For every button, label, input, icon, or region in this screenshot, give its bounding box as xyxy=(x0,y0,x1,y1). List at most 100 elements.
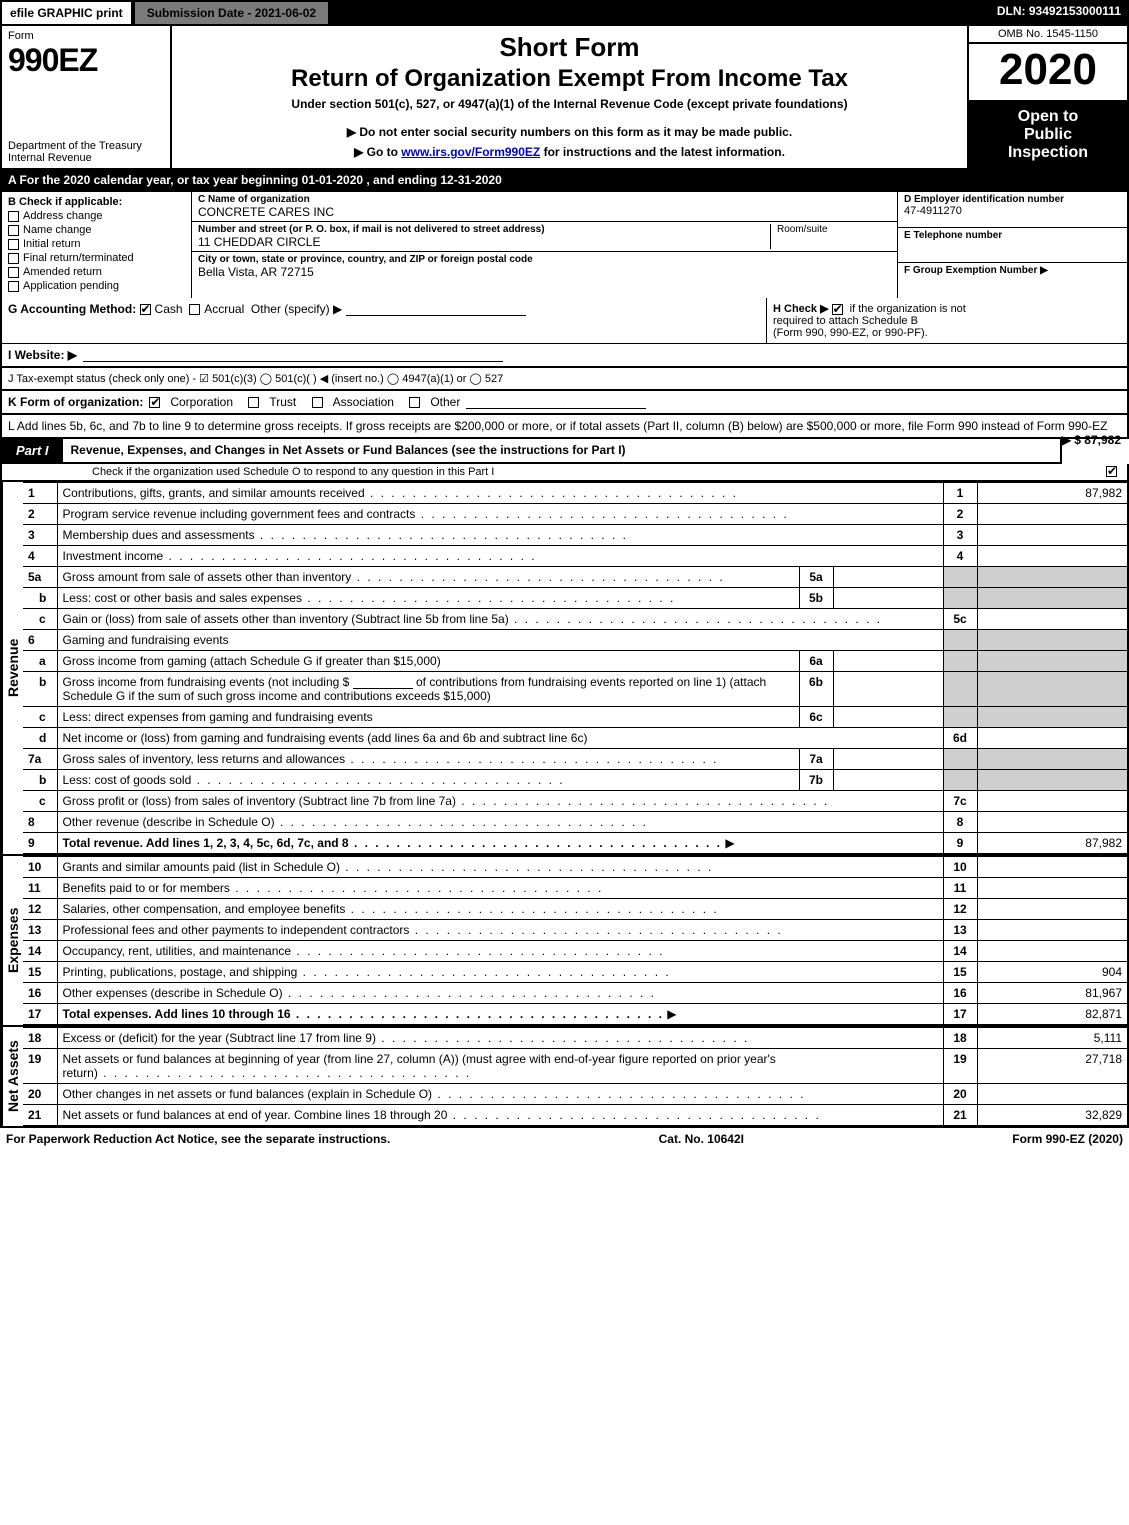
page-footer: For Paperwork Reduction Act Notice, see … xyxy=(0,1128,1129,1150)
irs-link[interactable]: www.irs.gov/Form990EZ xyxy=(401,145,540,159)
line-3-rlab: 3 xyxy=(943,525,977,546)
other-specify-input[interactable] xyxy=(346,302,526,316)
line-6b-shade2 xyxy=(977,672,1127,707)
cell-phone: E Telephone number xyxy=(898,228,1127,264)
line-3-val xyxy=(977,525,1127,546)
line-4-num: 4 xyxy=(23,546,57,567)
line-21: 21 Net assets or fund balances at end of … xyxy=(23,1105,1127,1126)
header-center: Short Form Return of Organization Exempt… xyxy=(172,26,967,168)
line-4: 4 Investment income 4 xyxy=(23,546,1127,567)
open-line2: Public xyxy=(973,126,1123,144)
line-6b-inval xyxy=(833,672,943,707)
line-14-rlab: 14 xyxy=(943,941,977,962)
line-10-rlab: 10 xyxy=(943,857,977,878)
check-final-return[interactable] xyxy=(8,253,19,264)
header-right: OMB No. 1545-1150 2020 Open to Public In… xyxy=(967,26,1127,168)
line-3-desc: Membership dues and assessments xyxy=(63,528,628,542)
check-application-pending[interactable] xyxy=(8,281,19,292)
line-6-num: 6 xyxy=(23,630,57,651)
row-a-tax-year: A For the 2020 calendar year, or tax yea… xyxy=(0,170,1129,192)
form-header: Form 990EZ Department of the Treasury In… xyxy=(0,26,1129,170)
line-6a-inlab: 6a xyxy=(799,651,833,672)
header-left: Form 990EZ Department of the Treasury In… xyxy=(2,26,172,168)
line-6c-num: c xyxy=(23,707,57,728)
other-org-input[interactable] xyxy=(466,395,646,409)
line-6b-num: b xyxy=(23,672,57,707)
line-5b-shade1 xyxy=(943,588,977,609)
line-5a: 5a Gross amount from sale of assets othe… xyxy=(23,567,1127,588)
check-schedule-b-not-required[interactable] xyxy=(832,304,843,315)
line-1-val: 87,982 xyxy=(977,483,1127,504)
line-1: 1 Contributions, gifts, grants, and simi… xyxy=(23,483,1127,504)
line-6d-num: d xyxy=(23,728,57,749)
expenses-vertical-label: Expenses xyxy=(2,856,23,1025)
b-label: B Check if applicable: xyxy=(8,196,185,208)
line-6a-shade1 xyxy=(943,651,977,672)
line-5a-inval xyxy=(833,567,943,588)
check-other-org[interactable] xyxy=(409,397,420,408)
line-6a-desc: Gross income from gaming (attach Schedul… xyxy=(57,651,799,672)
line-5c-num: c xyxy=(23,609,57,630)
cell-city: City or town, state or province, country… xyxy=(192,252,897,281)
l-amount: ▶ $ 87,982 xyxy=(1062,433,1121,447)
line-20-num: 20 xyxy=(23,1084,57,1105)
section-b-checks: B Check if applicable: Address change Na… xyxy=(2,192,192,298)
department-label: Department of the Treasury Internal Reve… xyxy=(8,140,164,164)
check-accrual[interactable] xyxy=(189,304,200,315)
cell-org-name: C Name of organization CONCRETE CARES IN… xyxy=(192,192,897,222)
line-14-desc: Occupancy, rent, utilities, and maintena… xyxy=(63,944,665,958)
line-9-desc: Total revenue. Add lines 1, 2, 3, 4, 5c,… xyxy=(63,836,723,850)
check-name-change[interactable] xyxy=(8,225,19,236)
line-1-num: 1 xyxy=(23,483,57,504)
line-2-desc: Program service revenue including govern… xyxy=(63,507,789,521)
cell-street: Number and street (or P. O. box, if mail… xyxy=(192,222,897,252)
line-7a-num: 7a xyxy=(23,749,57,770)
form-word: Form xyxy=(8,30,164,42)
room-suite-label: Room/suite xyxy=(771,224,891,249)
line-7a-shade1 xyxy=(943,749,977,770)
city-label: City or town, state or province, country… xyxy=(198,254,891,265)
line-17-num: 17 xyxy=(23,1004,57,1025)
line-15-desc: Printing, publications, postage, and shi… xyxy=(63,965,671,979)
line-14-num: 14 xyxy=(23,941,57,962)
short-form-title: Short Form xyxy=(182,32,957,63)
website-input[interactable] xyxy=(83,348,503,362)
line-18-val: 5,111 xyxy=(977,1028,1127,1049)
j-text: J Tax-exempt status (check only one) - ☑… xyxy=(8,372,503,385)
line-14: 14 Occupancy, rent, utilities, and mainte… xyxy=(23,941,1127,962)
e-label: E Telephone number xyxy=(904,230,1121,241)
check-association[interactable] xyxy=(312,397,323,408)
line-12-num: 12 xyxy=(23,899,57,920)
line-12: 12 Salaries, other compensation, and empl… xyxy=(23,899,1127,920)
check-corporation[interactable] xyxy=(149,397,160,408)
line-7b-shade2 xyxy=(977,770,1127,791)
check-address-change[interactable] xyxy=(8,211,19,222)
line-6d-desc: Net income or (loss) from gaming and fun… xyxy=(57,728,943,749)
dln-label: DLN: 93492153000111 xyxy=(989,0,1129,26)
line-10-val xyxy=(977,857,1127,878)
check-initial-return[interactable] xyxy=(8,239,19,250)
line-6b-blank[interactable] xyxy=(353,675,413,689)
footer-right: Form 990-EZ (2020) xyxy=(1012,1132,1123,1146)
city-value: Bella Vista, AR 72715 xyxy=(198,265,891,279)
check-amended-return[interactable] xyxy=(8,267,19,278)
check-schedule-o[interactable] xyxy=(1106,466,1117,477)
line-5a-shade1 xyxy=(943,567,977,588)
line-20-val xyxy=(977,1084,1127,1105)
line-16-val: 81,967 xyxy=(977,983,1127,1004)
line-21-rlab: 21 xyxy=(943,1105,977,1126)
open-line1: Open to xyxy=(973,108,1123,126)
line-16-num: 16 xyxy=(23,983,57,1004)
line-7a-shade2 xyxy=(977,749,1127,770)
line-7b-inlab: 7b xyxy=(799,770,833,791)
line-11-val xyxy=(977,878,1127,899)
line-12-desc: Salaries, other compensation, and employ… xyxy=(63,902,719,916)
lbl-amended-return: Amended return xyxy=(23,266,102,278)
check-trust[interactable] xyxy=(248,397,259,408)
line-19-num: 19 xyxy=(23,1049,57,1084)
line-7c: c Gross profit or (loss) from sales of i… xyxy=(23,791,1127,812)
line-21-desc: Net assets or fund balances at end of ye… xyxy=(63,1108,821,1122)
line-19-val: 27,718 xyxy=(977,1049,1127,1084)
check-cash[interactable] xyxy=(140,304,151,315)
line-4-val xyxy=(977,546,1127,567)
